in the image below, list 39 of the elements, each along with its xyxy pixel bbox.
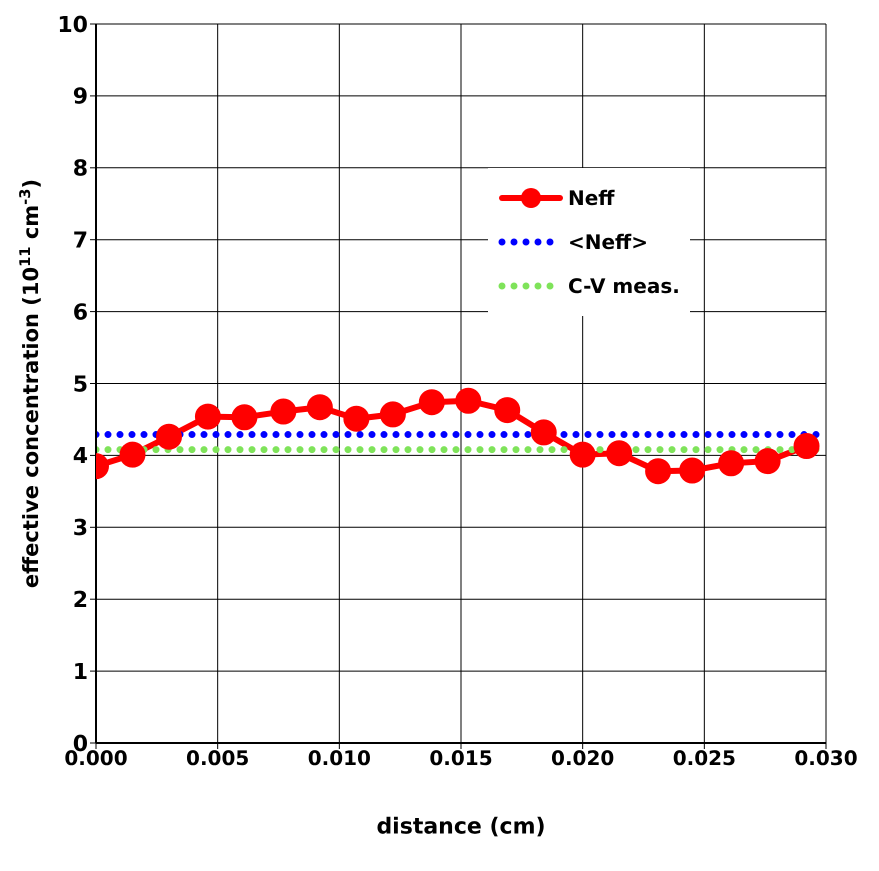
legend-label: C-V meas. bbox=[568, 274, 680, 298]
y-tick-label: 7 bbox=[72, 228, 88, 254]
point bbox=[494, 397, 520, 424]
point bbox=[570, 442, 596, 468]
y-tick-label: 5 bbox=[72, 372, 88, 398]
x-tick-label: 0.030 bbox=[794, 746, 858, 770]
legend-label: Neff bbox=[568, 186, 615, 210]
point bbox=[343, 406, 370, 432]
point bbox=[455, 388, 482, 414]
y-tick-label: 10 bbox=[57, 12, 88, 38]
x-tick-label: 0.010 bbox=[308, 746, 371, 770]
point bbox=[418, 389, 445, 416]
y-tick-label: 1 bbox=[72, 660, 88, 685]
legend-label: <Neff> bbox=[568, 230, 648, 254]
point bbox=[231, 404, 258, 430]
y-tick-label: 4 bbox=[72, 444, 88, 470]
point bbox=[156, 424, 182, 450]
point bbox=[530, 419, 557, 446]
y-tick-label: 3 bbox=[72, 516, 88, 542]
point bbox=[754, 448, 781, 474]
x-tick-label: 0.015 bbox=[429, 746, 493, 770]
x-tick-label: 0.025 bbox=[672, 746, 736, 770]
point bbox=[645, 458, 672, 484]
point bbox=[270, 398, 296, 425]
y-tick-label: 2 bbox=[72, 588, 88, 614]
point bbox=[306, 394, 333, 420]
point bbox=[380, 401, 406, 428]
point bbox=[794, 433, 820, 460]
x-tick-label: 0.020 bbox=[551, 746, 614, 770]
y-tick-label: 8 bbox=[72, 156, 88, 182]
x-tick-label: 0.005 bbox=[186, 746, 250, 770]
point bbox=[679, 458, 706, 484]
point bbox=[606, 440, 632, 466]
point bbox=[718, 450, 744, 476]
point bbox=[120, 442, 146, 468]
y-tick-label: 6 bbox=[72, 300, 88, 326]
point bbox=[194, 404, 221, 430]
x-axis-title: distance (cm) bbox=[376, 814, 546, 840]
y-tick-label: 9 bbox=[72, 84, 88, 110]
